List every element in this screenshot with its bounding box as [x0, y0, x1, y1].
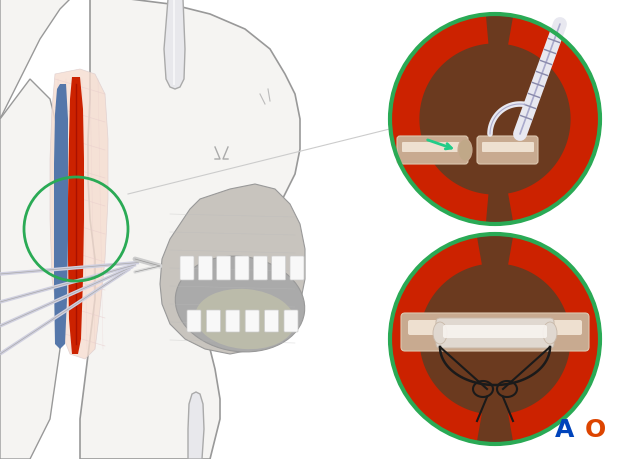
Circle shape: [422, 266, 569, 413]
Text: A: A: [556, 417, 575, 441]
Polygon shape: [0, 80, 65, 459]
FancyBboxPatch shape: [254, 257, 267, 280]
Polygon shape: [390, 15, 489, 224]
Ellipse shape: [195, 289, 295, 349]
FancyBboxPatch shape: [402, 143, 464, 153]
Polygon shape: [50, 70, 108, 359]
Polygon shape: [68, 78, 84, 354]
FancyBboxPatch shape: [408, 320, 582, 335]
Circle shape: [390, 15, 600, 224]
FancyBboxPatch shape: [265, 310, 278, 332]
Polygon shape: [164, 0, 185, 90]
Polygon shape: [80, 0, 300, 459]
FancyBboxPatch shape: [187, 310, 201, 332]
FancyBboxPatch shape: [284, 310, 298, 332]
FancyBboxPatch shape: [443, 325, 547, 338]
Polygon shape: [508, 17, 600, 223]
Polygon shape: [0, 0, 70, 120]
Ellipse shape: [175, 257, 304, 352]
FancyBboxPatch shape: [180, 257, 194, 280]
Text: O: O: [585, 417, 606, 441]
FancyBboxPatch shape: [216, 257, 231, 280]
FancyBboxPatch shape: [226, 310, 240, 332]
FancyBboxPatch shape: [477, 137, 538, 165]
Polygon shape: [390, 236, 482, 442]
Polygon shape: [160, 185, 305, 354]
Ellipse shape: [543, 322, 557, 344]
FancyBboxPatch shape: [198, 257, 212, 280]
Ellipse shape: [433, 322, 447, 344]
Ellipse shape: [458, 140, 472, 162]
FancyBboxPatch shape: [482, 143, 534, 153]
FancyBboxPatch shape: [235, 257, 249, 280]
FancyBboxPatch shape: [401, 313, 589, 351]
FancyBboxPatch shape: [290, 257, 304, 280]
Polygon shape: [508, 236, 600, 442]
FancyBboxPatch shape: [206, 310, 220, 332]
FancyBboxPatch shape: [397, 137, 468, 165]
Polygon shape: [188, 392, 204, 459]
Circle shape: [390, 235, 600, 444]
Polygon shape: [54, 85, 68, 349]
Circle shape: [422, 46, 569, 193]
FancyBboxPatch shape: [245, 310, 259, 332]
FancyBboxPatch shape: [272, 257, 286, 280]
FancyBboxPatch shape: [436, 318, 554, 348]
